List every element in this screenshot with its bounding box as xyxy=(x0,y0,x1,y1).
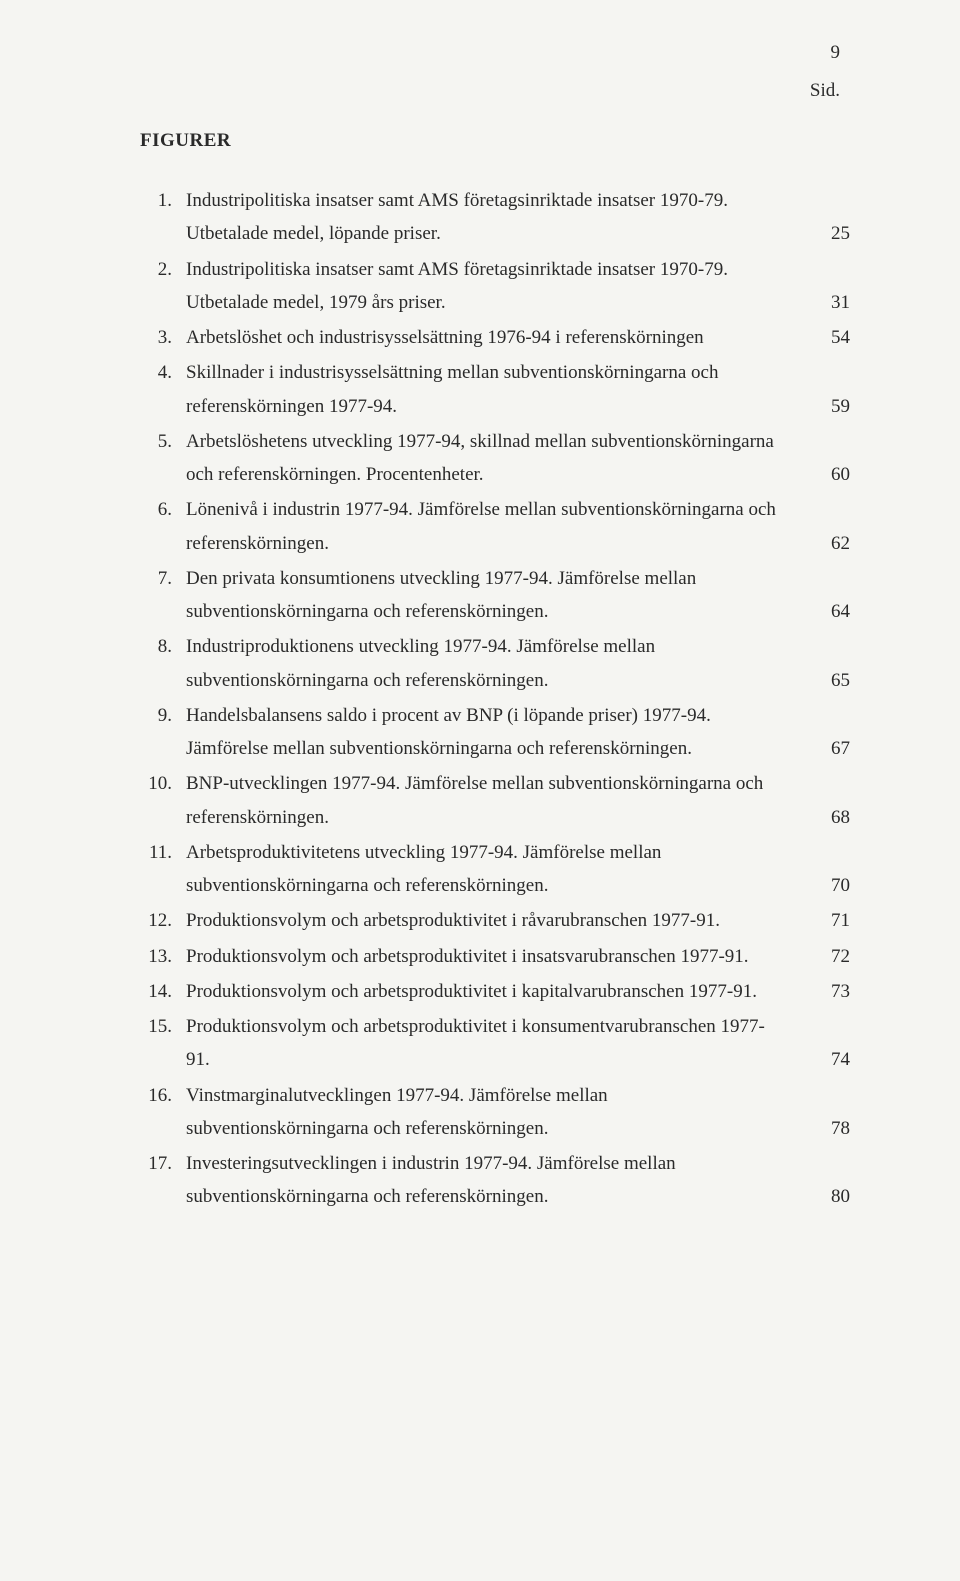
figure-item: 13.Produktionsvolym och arbetsproduktivi… xyxy=(140,940,850,973)
page-number: 9 xyxy=(831,42,841,64)
figure-text: Investeringsutvecklingen i industrin 197… xyxy=(186,1147,806,1214)
figure-text: Produktionsvolym och arbetsproduktivitet… xyxy=(186,1010,806,1077)
figure-item: 14.Produktionsvolym och arbetsproduktivi… xyxy=(140,975,850,1008)
document-page: 9 Sid. FIGURER 1.Industripolitiska insat… xyxy=(0,0,960,1276)
figure-item: 3.Arbetslöshet och industrisysselsättnin… xyxy=(140,321,850,354)
figure-number: 17. xyxy=(140,1147,186,1180)
figure-number: 5. xyxy=(140,425,186,458)
figure-page: 54 xyxy=(806,321,850,354)
figure-number: 1. xyxy=(140,184,186,217)
figure-page: 25 xyxy=(806,217,850,250)
figure-text: Industriproduktionens utveckling 1977-94… xyxy=(186,630,806,697)
figure-item: 15.Produktionsvolym och arbetsproduktivi… xyxy=(140,1010,850,1077)
figure-item: 17.Investeringsutvecklingen i industrin … xyxy=(140,1147,850,1214)
figure-page: 73 xyxy=(806,975,850,1008)
figure-number: 10. xyxy=(140,767,186,800)
figure-item: 4.Skillnader i industrisysselsättning me… xyxy=(140,356,850,423)
figure-number: 15. xyxy=(140,1010,186,1043)
figure-item: 10.BNP-utvecklingen 1977-94. Jämförelse … xyxy=(140,767,850,834)
figure-text: Industripolitiska insatser samt AMS före… xyxy=(186,253,806,320)
figure-page: 62 xyxy=(806,527,850,560)
figure-item: 5.Arbetslöshetens utveckling 1977-94, sk… xyxy=(140,425,850,492)
figure-page: 72 xyxy=(806,940,850,973)
figure-page: 70 xyxy=(806,869,850,902)
figure-page: 78 xyxy=(806,1112,850,1145)
figure-text: Lönenivå i industrin 1977-94. Jämförelse… xyxy=(186,493,806,560)
figure-text: Produktionsvolym och arbetsproduktivitet… xyxy=(186,904,806,937)
figure-page: 67 xyxy=(806,732,850,765)
figure-item: 9.Handelsbalansens saldo i procent av BN… xyxy=(140,699,850,766)
figure-item: 1.Industripolitiska insatser samt AMS fö… xyxy=(140,184,850,251)
figure-item: 8.Industriproduktionens utveckling 1977-… xyxy=(140,630,850,697)
figure-item: 11.Arbetsproduktivitetens utveckling 197… xyxy=(140,836,850,903)
figure-text: Arbetslöshet och industrisysselsättning … xyxy=(186,321,806,354)
section-title: FIGURER xyxy=(140,130,850,152)
figure-item: 2.Industripolitiska insatser samt AMS fö… xyxy=(140,253,850,320)
figure-page: 65 xyxy=(806,664,850,697)
figure-text: Arbetsproduktivitetens utveckling 1977-9… xyxy=(186,836,806,903)
figure-number: 3. xyxy=(140,321,186,354)
figure-number: 13. xyxy=(140,940,186,973)
sid-label: Sid. xyxy=(810,80,840,102)
figure-page: 59 xyxy=(806,390,850,423)
figure-number: 8. xyxy=(140,630,186,663)
figure-number: 12. xyxy=(140,904,186,937)
figure-text: Handelsbalansens saldo i procent av BNP … xyxy=(186,699,806,766)
figure-list: 1.Industripolitiska insatser samt AMS fö… xyxy=(140,184,850,1214)
figure-number: 14. xyxy=(140,975,186,1008)
figure-item: 12.Produktionsvolym och arbetsproduktivi… xyxy=(140,904,850,937)
figure-text: Industripolitiska insatser samt AMS före… xyxy=(186,184,806,251)
figure-item: 7.Den privata konsumtionens utveckling 1… xyxy=(140,562,850,629)
figure-text: Produktionsvolym och arbetsproduktivitet… xyxy=(186,940,806,973)
figure-number: 2. xyxy=(140,253,186,286)
figure-number: 4. xyxy=(140,356,186,389)
figure-text: Produktionsvolym och arbetsproduktivitet… xyxy=(186,975,806,1008)
figure-number: 9. xyxy=(140,699,186,732)
figure-text: Skillnader i industrisysselsättning mell… xyxy=(186,356,806,423)
figure-text: Vinstmarginalutvecklingen 1977-94. Jämfö… xyxy=(186,1079,806,1146)
figure-text: BNP-utvecklingen 1977-94. Jämförelse mel… xyxy=(186,767,806,834)
figure-number: 7. xyxy=(140,562,186,595)
figure-page: 74 xyxy=(806,1043,850,1076)
figure-page: 31 xyxy=(806,286,850,319)
figure-text: Arbetslöshetens utveckling 1977-94, skil… xyxy=(186,425,806,492)
figure-text: Den privata konsumtionens utveckling 197… xyxy=(186,562,806,629)
figure-page: 64 xyxy=(806,595,850,628)
figure-page: 60 xyxy=(806,458,850,491)
figure-item: 6.Lönenivå i industrin 1977-94. Jämförel… xyxy=(140,493,850,560)
figure-number: 11. xyxy=(140,836,186,869)
figure-number: 6. xyxy=(140,493,186,526)
figure-page: 71 xyxy=(806,904,850,937)
figure-page: 80 xyxy=(806,1180,850,1213)
figure-number: 16. xyxy=(140,1079,186,1112)
figure-item: 16.Vinstmarginalutvecklingen 1977-94. Jä… xyxy=(140,1079,850,1146)
figure-page: 68 xyxy=(806,801,850,834)
